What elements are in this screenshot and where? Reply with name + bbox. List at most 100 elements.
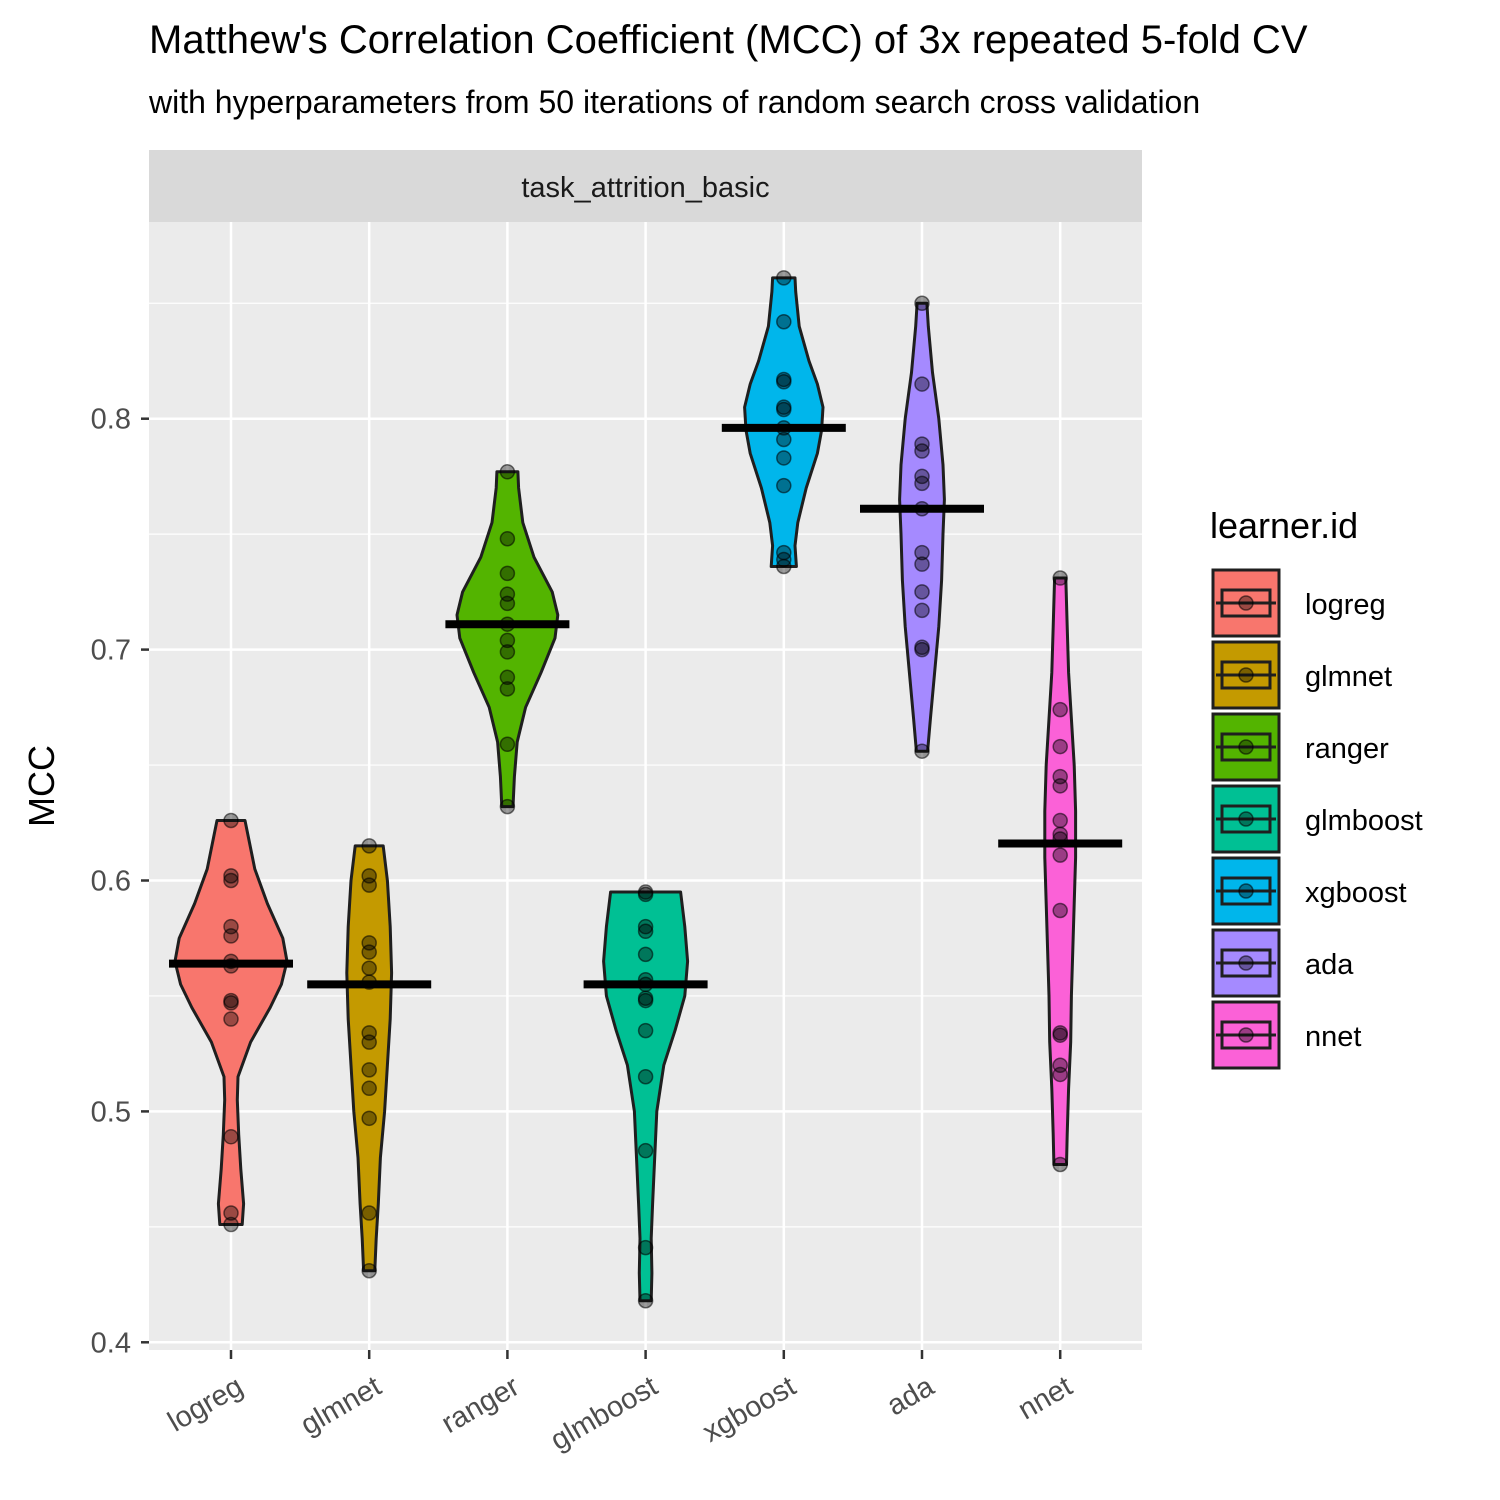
data-point xyxy=(361,1034,377,1050)
data-point xyxy=(914,376,930,392)
data-point xyxy=(914,475,930,492)
legend-title: learner.id xyxy=(1210,505,1358,546)
data-point xyxy=(223,812,239,829)
legend-label-logreg: logreg xyxy=(1305,589,1386,621)
facet-strip-label: task_attrition_basic xyxy=(521,172,769,204)
violin-group-ada xyxy=(860,295,984,759)
data-point xyxy=(499,632,516,649)
data-point xyxy=(776,477,792,494)
violin-group-ranger xyxy=(445,464,570,815)
data-point xyxy=(914,443,930,459)
data-point xyxy=(637,946,654,963)
x-tick-label: ranger xyxy=(436,1370,525,1440)
data-point xyxy=(637,1022,654,1039)
legend-label-ada: ada xyxy=(1305,949,1354,981)
violin-ada xyxy=(898,301,946,753)
legend-key-point xyxy=(1238,1027,1254,1043)
data-point xyxy=(361,1062,377,1078)
x-tick-label: logreg xyxy=(163,1370,249,1438)
legend-item-logreg: logreg xyxy=(1211,568,1386,638)
legend-item-ranger: ranger xyxy=(1211,712,1389,782)
data-point xyxy=(637,1239,654,1256)
legend-key-point xyxy=(1238,955,1254,971)
legend-label-glmnet: glmnet xyxy=(1305,661,1392,693)
y-axis-title: MCC xyxy=(21,745,62,827)
violin-group-nnet xyxy=(998,570,1123,1173)
data-point xyxy=(637,1069,654,1085)
data-point xyxy=(223,872,239,889)
violin-group-xgboost xyxy=(721,270,846,575)
data-point xyxy=(1052,1066,1068,1083)
data-point xyxy=(1052,812,1068,829)
data-point xyxy=(499,669,516,686)
data-point xyxy=(637,923,654,940)
chart-subtitle: with hyperparameters from 50 iterations … xyxy=(149,84,1201,120)
data-point xyxy=(776,450,792,466)
data-point xyxy=(223,928,239,944)
legend-label-ranger: ranger xyxy=(1305,733,1389,765)
data-point xyxy=(499,644,516,660)
x-tick-label: glmboost xyxy=(545,1370,663,1457)
legend-item-glmboost: glmboost xyxy=(1211,784,1423,854)
y-tick-label: 0.4 xyxy=(91,1327,131,1359)
data-point xyxy=(499,681,516,697)
data-point xyxy=(499,595,516,612)
data-point xyxy=(637,918,654,935)
violin-xgboost xyxy=(743,276,825,568)
data-point xyxy=(361,1262,377,1279)
data-point xyxy=(223,868,239,884)
violin-nnet xyxy=(1043,576,1078,1166)
violin-logreg xyxy=(173,819,289,1226)
x-tick-label: glmnet xyxy=(295,1370,386,1441)
legend-item-ada: ada xyxy=(1211,928,1354,998)
data-point xyxy=(223,995,239,1011)
data-point xyxy=(637,1292,654,1309)
legend-key-point xyxy=(1238,667,1254,683)
data-point xyxy=(914,544,930,561)
data-point xyxy=(776,270,792,286)
data-point xyxy=(776,313,792,330)
data-point xyxy=(361,838,377,854)
data-point xyxy=(637,1142,654,1159)
data-point xyxy=(361,944,377,960)
data-point xyxy=(1052,1027,1068,1043)
data-point xyxy=(914,743,930,759)
data-point xyxy=(1052,738,1068,755)
data-point xyxy=(223,1129,239,1145)
x-tick-label: ada xyxy=(882,1370,941,1422)
data-point xyxy=(914,602,930,619)
facet-strip xyxy=(149,150,1142,222)
y-axis: 0.4 0.5 0.6 0.7 0.8 xyxy=(91,404,149,1359)
data-point xyxy=(776,558,792,575)
data-point xyxy=(1052,847,1068,863)
data-point xyxy=(361,960,377,976)
data-point xyxy=(223,1216,239,1233)
data-point xyxy=(1052,570,1068,586)
x-tick-label: nnet xyxy=(1013,1370,1078,1426)
violins xyxy=(169,270,1123,1309)
legend-label-xgboost: xgboost xyxy=(1305,877,1407,909)
data-point xyxy=(637,886,654,903)
legend-label-nnet: nnet xyxy=(1305,1021,1361,1053)
data-point xyxy=(499,565,516,582)
y-tick-label: 0.6 xyxy=(91,866,131,898)
violin-group-glmnet xyxy=(307,838,432,1279)
legend-key-point xyxy=(1238,811,1254,827)
data-point xyxy=(361,877,377,893)
y-tick-label: 0.7 xyxy=(91,635,131,667)
legend-key-point xyxy=(1238,595,1254,611)
data-point xyxy=(1052,1156,1068,1173)
y-tick-label: 0.5 xyxy=(91,1096,131,1128)
data-point xyxy=(361,1080,377,1097)
data-point xyxy=(499,736,516,753)
legend-item-nnet: nnet xyxy=(1211,1000,1361,1070)
data-point xyxy=(1052,701,1068,718)
data-point xyxy=(499,531,516,547)
data-point xyxy=(499,798,516,815)
violin-group-glmboost xyxy=(583,884,708,1309)
data-point xyxy=(1052,778,1068,794)
violin-group-logreg xyxy=(169,812,293,1233)
y-tick-label: 0.8 xyxy=(91,404,131,436)
chart-title: Matthew's Correlation Coefficient (MCC) … xyxy=(149,18,1308,62)
